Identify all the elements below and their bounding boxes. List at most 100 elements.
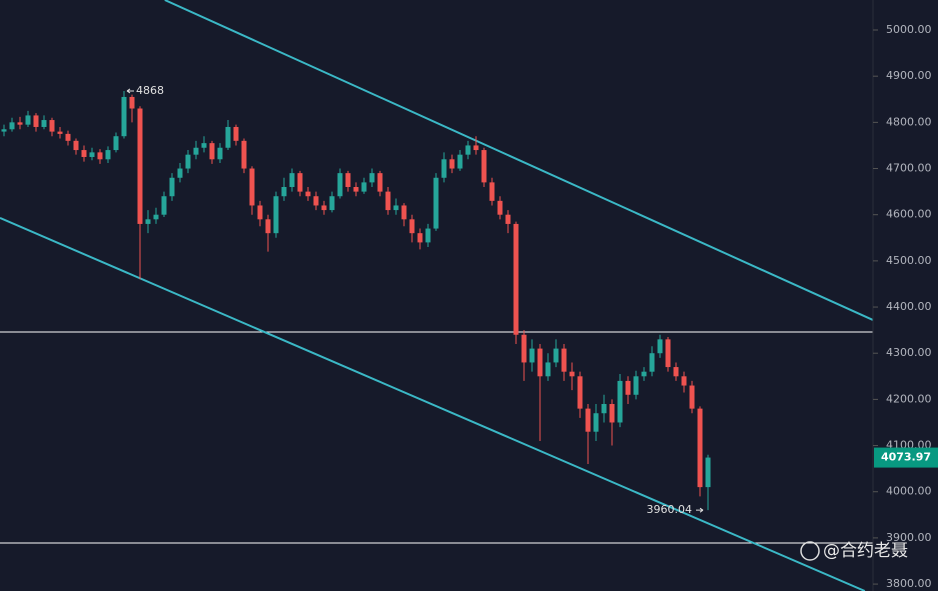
candle-body: [369, 173, 375, 183]
candle-body: [673, 367, 679, 377]
candle-body: [545, 362, 551, 377]
candle-body: [585, 408, 591, 432]
candle-body: [337, 173, 343, 197]
candle-body: [121, 96, 127, 137]
candle-body: [273, 196, 279, 234]
candle-body: [297, 173, 303, 192]
candle-body: [385, 191, 391, 211]
annotation-arrow: [126, 88, 134, 94]
candle-body: [657, 339, 663, 354]
candle-body: [617, 380, 623, 423]
candle-body: [513, 223, 519, 335]
candle-body: [593, 413, 599, 432]
candle-body: [553, 348, 559, 363]
candle-body: [417, 233, 423, 243]
watermark-text: @合约老聂: [823, 541, 908, 561]
trend-line: [0, 217, 866, 591]
y-tick-label: 4000.00: [886, 485, 932, 498]
candle-body: [609, 404, 615, 423]
candle-body: [225, 126, 231, 148]
candle-body: [521, 334, 527, 363]
candle-body: [17, 122, 23, 125]
candle-body: [25, 115, 31, 125]
candle-body: [257, 205, 263, 220]
candle-body: [409, 219, 415, 234]
candle-body: [497, 200, 503, 215]
candle-body: [577, 376, 583, 409]
candle-body: [329, 196, 335, 211]
candle-body: [97, 152, 103, 160]
candle-body: [113, 136, 119, 151]
candle-body: [9, 122, 15, 130]
candle-body: [441, 159, 447, 178]
last-price-box: [874, 447, 938, 468]
candle-body: [505, 214, 511, 224]
candle-body: [377, 173, 383, 192]
candle-body: [313, 196, 319, 206]
annotation-arrow: [696, 507, 704, 513]
candle-body: [561, 348, 567, 372]
y-tick-label: 4200.00: [886, 392, 932, 405]
candle-body: [457, 154, 463, 169]
candle-body: [201, 143, 207, 148]
candle-body: [689, 385, 695, 409]
candle-body: [481, 150, 487, 183]
candle-body: [633, 376, 639, 395]
y-tick-label: 3900.00: [886, 531, 932, 544]
y-tick-label: 5000.00: [886, 23, 932, 36]
price-axis: [873, 0, 938, 591]
candle-body: [241, 140, 247, 169]
candle-body: [537, 348, 543, 377]
candle-body: [305, 191, 311, 197]
candle-body: [393, 205, 399, 211]
candle-body: [289, 173, 295, 187]
candle-body: [425, 228, 431, 243]
candle-body: [177, 168, 183, 178]
candle-body: [473, 145, 479, 151]
candle-body: [281, 186, 287, 197]
candle-body: [401, 205, 407, 220]
last-price-label: 4073.97: [881, 451, 931, 464]
y-tick-label: 4400.00: [886, 300, 932, 313]
candle-body: [209, 143, 215, 160]
candle-body: [137, 108, 143, 224]
candle-body: [65, 133, 71, 141]
watermark-icon: [800, 541, 820, 561]
plot: 4868 3960.04: [0, 0, 874, 591]
candle-body: [81, 150, 87, 157]
candle-body: [41, 120, 47, 127]
candle-body: [129, 96, 135, 109]
candle-body: [169, 177, 175, 197]
candle-body: [33, 115, 39, 127]
candle-body: [489, 182, 495, 201]
y-tick-label: 4800.00: [886, 115, 932, 128]
candle-body: [185, 154, 191, 169]
candle-body: [361, 182, 367, 192]
candle-body: [705, 457, 711, 488]
candle-body: [345, 173, 351, 187]
candle-body: [73, 140, 79, 151]
annotation-label: 4868: [136, 84, 164, 97]
candle-body: [217, 147, 223, 160]
candle-body: [161, 196, 167, 215]
candle-body: [601, 404, 607, 414]
candle-body: [105, 150, 111, 160]
candle-body: [353, 186, 359, 192]
candle-body: [529, 348, 535, 363]
y-tick-label: 4500.00: [886, 254, 932, 267]
y-tick-label: 4300.00: [886, 346, 932, 359]
candle-body: [153, 214, 159, 220]
annotation-label: 3960.04: [647, 503, 693, 516]
y-tick-label: 4700.00: [886, 162, 932, 175]
candle-body: [649, 353, 655, 372]
y-tick-label: 4600.00: [886, 208, 932, 221]
candle-body: [625, 380, 631, 395]
y-tick-label: 3800.00: [886, 577, 932, 590]
y-tick-label: 4900.00: [886, 69, 932, 82]
candle-body: [249, 168, 255, 206]
candle-body: [321, 205, 327, 211]
trend-line: [164, 0, 874, 321]
candle-body: [697, 408, 703, 488]
candle-body: [49, 120, 55, 132]
